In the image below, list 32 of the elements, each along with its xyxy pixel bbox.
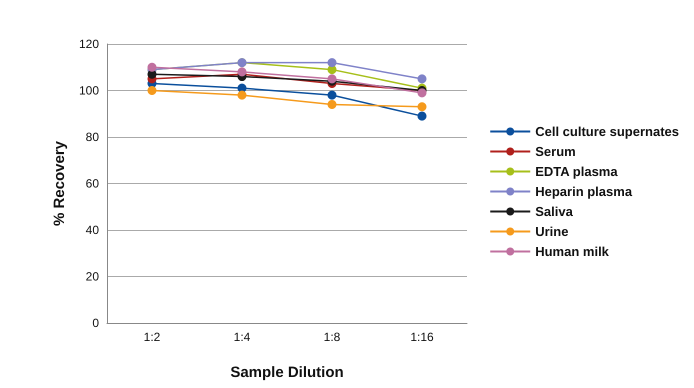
y-tick-label: 60: [86, 176, 100, 190]
y-tick-label: 120: [78, 37, 100, 51]
y-tick-label: 100: [78, 84, 100, 98]
x-tick-label: 1:16: [410, 330, 434, 344]
point: [328, 58, 336, 68]
point: [328, 100, 336, 109]
x-tick-label: 1:8: [324, 330, 341, 344]
y-tick-label: 80: [86, 130, 100, 144]
x-axis-title: Sample Dilution: [230, 364, 344, 381]
legend-label: Urine: [535, 224, 568, 239]
point: [238, 67, 246, 76]
point: [418, 102, 426, 112]
point: [328, 90, 336, 100]
y-axis-title: % Recovery: [51, 140, 68, 226]
legend-label: Human milk: [535, 244, 610, 259]
point: [418, 88, 426, 98]
point: [238, 90, 246, 100]
y-tick-label: 0: [92, 316, 100, 330]
point: [148, 86, 156, 95]
y-tick-label: 20: [86, 270, 100, 284]
legend-label: Saliva: [535, 204, 574, 219]
point: [148, 62, 156, 72]
y-tick-label: 40: [86, 223, 100, 237]
point: [418, 74, 426, 84]
x-tick-label: 1:4: [234, 330, 251, 344]
legend-label: Cell culture supernates: [535, 124, 680, 139]
legend-label: Heparin plasma: [535, 184, 633, 199]
legend-label: Serum: [535, 144, 576, 159]
point: [418, 112, 426, 121]
legend-label: EDTA plasma: [535, 164, 618, 179]
point: [328, 74, 336, 84]
x-tick-label: 1:2: [144, 330, 161, 344]
